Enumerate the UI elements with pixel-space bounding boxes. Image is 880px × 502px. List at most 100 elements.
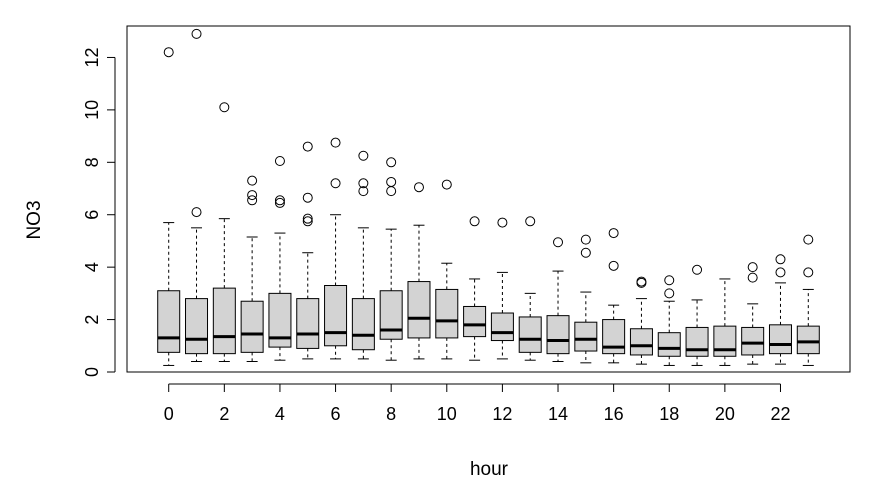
box-hour-22 — [768, 254, 792, 365]
x-tick-label: 20 — [715, 404, 735, 424]
x-tick-label: 8 — [386, 404, 396, 424]
outlier-point — [302, 192, 313, 203]
x-axis: 0 2 4 6 8 10 12 14 16 18 20 22 — [164, 383, 790, 424]
box-hour-18 — [657, 275, 681, 366]
outlier-point — [247, 190, 258, 201]
outlier-point — [580, 234, 591, 245]
outlier-point — [358, 178, 369, 189]
iqr-box — [602, 319, 626, 355]
box-hour-21 — [741, 262, 765, 365]
x-tick-label: 10 — [437, 404, 457, 424]
box-hour-9 — [407, 182, 431, 360]
outlier-point — [247, 175, 258, 186]
box-hour-20 — [713, 278, 737, 366]
outlier-point — [608, 260, 619, 271]
y-tick-label: 12 — [82, 47, 102, 67]
box-hour-2 — [212, 102, 236, 363]
x-tick-label: 18 — [659, 404, 679, 424]
iqr-box — [296, 298, 320, 349]
y-tick-label: 8 — [82, 157, 102, 167]
box-hour-10 — [435, 179, 459, 360]
box-hour-1 — [185, 28, 209, 363]
box-hour-5 — [296, 141, 320, 360]
iqr-box — [435, 288, 459, 339]
iqr-box — [741, 326, 765, 356]
outlier-point — [636, 276, 647, 287]
outlier-point — [386, 176, 397, 187]
y-tick-label: 4 — [82, 262, 102, 272]
x-tick-label: 4 — [275, 404, 285, 424]
outlier-point — [580, 247, 591, 258]
iqr-box — [490, 312, 514, 342]
outlier-point — [358, 186, 369, 197]
box-hour-11 — [463, 216, 487, 361]
outlier-point — [775, 267, 786, 278]
x-tick-label: 22 — [770, 404, 790, 424]
outlier-point — [386, 186, 397, 197]
iqr-box — [407, 281, 431, 339]
outlier-point — [274, 197, 285, 208]
iqr-box — [324, 285, 348, 347]
box-hour-19 — [685, 264, 709, 366]
box-hour-12 — [490, 217, 514, 360]
x-tick-label: 0 — [164, 404, 174, 424]
outlier-point — [330, 137, 341, 148]
x-tick-label: 16 — [604, 404, 624, 424]
iqr-box — [657, 332, 681, 357]
iqr-box — [240, 300, 264, 353]
outlier-point — [274, 195, 285, 206]
iqr-box — [379, 290, 403, 340]
outlier-point — [803, 267, 814, 278]
iqr-box — [518, 316, 542, 353]
iqr-box — [713, 325, 737, 357]
outlier-point — [441, 179, 452, 190]
outlier-point — [358, 150, 369, 161]
y-tick-label: 2 — [82, 315, 102, 325]
outlier-point — [302, 216, 313, 227]
outlier-point — [747, 262, 758, 273]
outlier-point — [469, 216, 480, 227]
y-tick-label: 0 — [82, 367, 102, 377]
box-hour-13 — [518, 216, 542, 361]
outlier-point — [191, 28, 202, 39]
iqr-box — [212, 287, 236, 355]
box-hour-3 — [240, 175, 264, 363]
y-axis-title: NO3 — [24, 200, 45, 239]
iqr-box — [574, 321, 598, 352]
iqr-box — [351, 298, 375, 351]
x-tick-label: 2 — [219, 404, 229, 424]
x-tick-label: 14 — [548, 404, 568, 424]
box-hour-14 — [546, 237, 570, 363]
box-hour-7 — [351, 150, 375, 360]
y-tick-label: 10 — [82, 100, 102, 120]
outlier-point — [274, 155, 285, 166]
outlier-point — [163, 47, 174, 58]
outlier-point — [692, 264, 703, 275]
iqr-box — [768, 324, 792, 355]
outlier-point — [747, 272, 758, 283]
x-tick-label: 6 — [331, 404, 341, 424]
outlier-point — [803, 234, 814, 245]
box-hour-6 — [324, 137, 348, 360]
iqr-box — [157, 290, 181, 353]
box-hour-16 — [602, 228, 626, 364]
iqr-box — [268, 292, 292, 348]
box-hour-15 — [574, 234, 598, 364]
box-hour-0 — [157, 47, 181, 366]
iqr-box — [629, 328, 653, 356]
outlier-point — [664, 288, 675, 299]
x-axis-title: hour — [470, 459, 509, 480]
outlier-point — [775, 254, 786, 265]
outlier-point — [302, 141, 313, 152]
plot-frame — [126, 25, 851, 373]
outlier-point — [330, 178, 341, 189]
x-tick-label: 12 — [492, 404, 512, 424]
box-hour-17 — [629, 276, 653, 365]
box-hour-23 — [796, 234, 820, 366]
iqr-box — [463, 305, 487, 338]
y-tick-label: 6 — [82, 210, 102, 220]
outlier-point — [525, 216, 536, 227]
box-hour-4 — [268, 155, 292, 361]
